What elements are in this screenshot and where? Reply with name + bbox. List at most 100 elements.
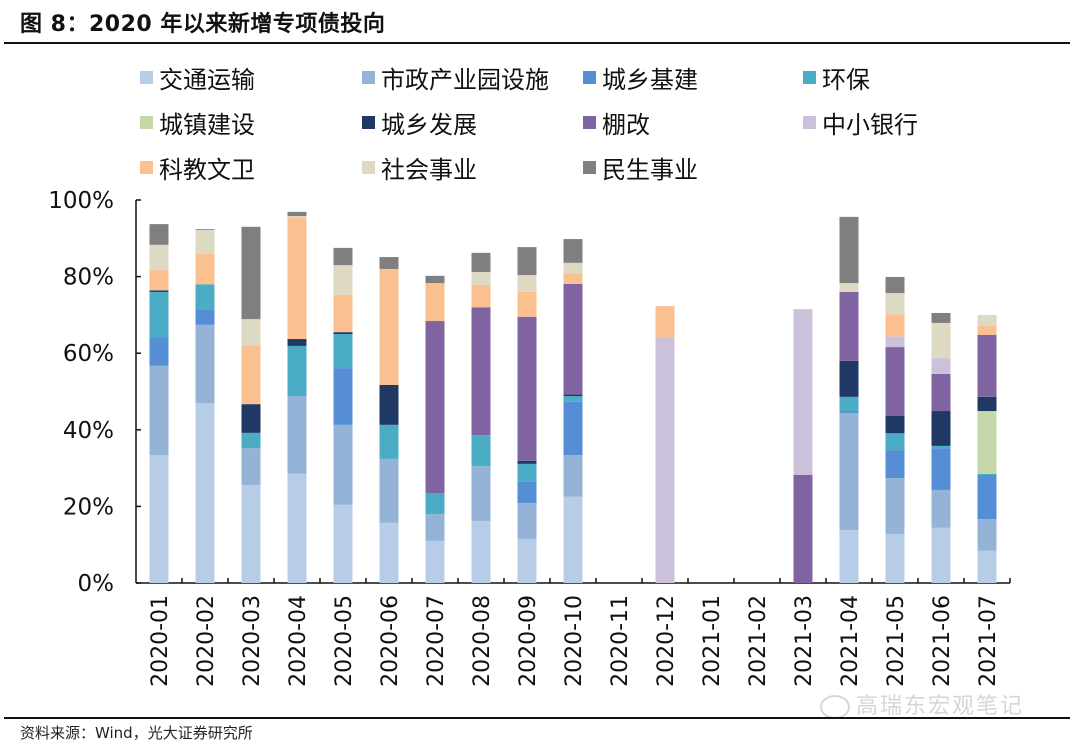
x-tick-label: 2020-08 (470, 595, 495, 687)
bar-segment (517, 463, 537, 482)
bar-segment (563, 262, 583, 274)
bar-segment (425, 275, 445, 284)
bar-segment (839, 283, 859, 292)
bar-segment (977, 411, 997, 474)
legend-item: 中小银行 (803, 105, 918, 140)
bar-segment (471, 466, 491, 521)
bar-segment (885, 416, 905, 434)
bar-segment (149, 270, 169, 291)
bar-segment (885, 450, 905, 479)
bar-segment (839, 360, 859, 397)
bar-segment (287, 345, 307, 397)
bar-segment (517, 291, 537, 317)
bar-segment (333, 424, 353, 505)
bar-segment (931, 489, 951, 528)
bar-segment (839, 411, 859, 413)
bar-segment (287, 218, 307, 340)
legend-label: 科教文卫 (159, 156, 255, 184)
bar-segment (655, 306, 675, 338)
bar-segment (241, 484, 261, 583)
legend-swatch (140, 71, 153, 84)
legend-swatch (362, 116, 375, 129)
legend-label: 环保 (822, 66, 870, 94)
bar-segment (563, 396, 583, 402)
bar-segment (885, 336, 905, 348)
bar-segment (885, 293, 905, 315)
legend-label: 市政产业园设施 (381, 66, 549, 94)
legend-swatch (362, 161, 375, 174)
bar-segment (195, 309, 215, 325)
bar-segment (287, 216, 307, 219)
bottom-rule (4, 717, 1070, 719)
legend-label: 民生事业 (602, 156, 698, 184)
bar-segment (425, 540, 445, 583)
bar-segment (379, 522, 399, 583)
legend-label: 社会事业 (381, 156, 477, 184)
legend-item: 城镇建设 (140, 105, 255, 140)
legend-swatch (362, 71, 375, 84)
bar-segment (517, 275, 537, 292)
bar-segment (931, 448, 951, 490)
bar-segment (885, 478, 905, 534)
y-axis-labels: 0% 20% 40% 60% 80% 100% (48, 188, 114, 597)
bar-segment (839, 530, 859, 583)
x-tick-label: 2021-01 (700, 595, 725, 687)
bar-segment (517, 538, 537, 583)
legend-item: 社会事业 (362, 150, 477, 185)
legend-item: 棚改 (583, 105, 650, 140)
bar-segment (425, 321, 445, 493)
bar-segment (563, 273, 583, 284)
bar-segment (379, 458, 399, 523)
wechat-icon (820, 695, 850, 719)
bar-segment (931, 312, 951, 323)
bar-segment (195, 324, 215, 403)
bar-segment (885, 314, 905, 337)
bar-segment (885, 533, 905, 583)
bar-segment (471, 307, 491, 436)
legend-item: 城乡发展 (362, 105, 477, 140)
bar-segment (563, 455, 583, 497)
legend-item: 民生事业 (583, 150, 698, 185)
legend-label: 棚改 (602, 111, 650, 139)
bar-segment (333, 368, 353, 425)
x-tick-label: 2021-05 (884, 595, 909, 687)
bar-segment (931, 527, 951, 583)
bar-segment (517, 460, 537, 464)
bar-segment (977, 550, 997, 583)
bar-segment (563, 496, 583, 583)
x-tick-label: 2020-11 (608, 595, 633, 687)
bar-segment (839, 412, 859, 531)
bar-segment (563, 394, 583, 397)
x-tick-label: 2021-06 (930, 595, 955, 687)
legend-swatch (803, 71, 816, 84)
x-tick-label: 2021-07 (976, 595, 1001, 687)
bar-segment (149, 291, 169, 338)
bar-segment (149, 337, 169, 366)
y-tick-label: 40% (63, 418, 114, 444)
bar-segment (333, 334, 353, 369)
bar-segment (885, 276, 905, 294)
y-tick-label: 100% (48, 188, 114, 214)
legend-item: 环保 (803, 60, 870, 95)
legend-swatch (583, 116, 596, 129)
bar-segment (563, 401, 583, 456)
bar-segment (517, 502, 537, 539)
bar-segment (287, 473, 307, 583)
bar-segment (885, 433, 905, 451)
legend-swatch (583, 71, 596, 84)
bar-segment (563, 283, 583, 395)
stacked-bar-chart: 2020-01 2020-02 2020-03 2020-04 2020-05 2020-… (48, 188, 1011, 687)
x-tick-label: 2020-12 (654, 595, 679, 687)
x-tick-label: 2020-09 (516, 595, 541, 687)
bar-segment (517, 316, 537, 461)
bar-segment (977, 396, 997, 412)
bar-segment (471, 252, 491, 273)
bar-segment (931, 445, 951, 449)
legend-item: 城乡基建 (583, 60, 698, 95)
bar-segment (517, 247, 537, 276)
legend-label: 中小银行 (822, 111, 918, 139)
x-tick-label: 2020-06 (378, 595, 403, 687)
bar-segment (931, 358, 951, 374)
bar-segment (885, 347, 905, 417)
legend-swatch (140, 116, 153, 129)
